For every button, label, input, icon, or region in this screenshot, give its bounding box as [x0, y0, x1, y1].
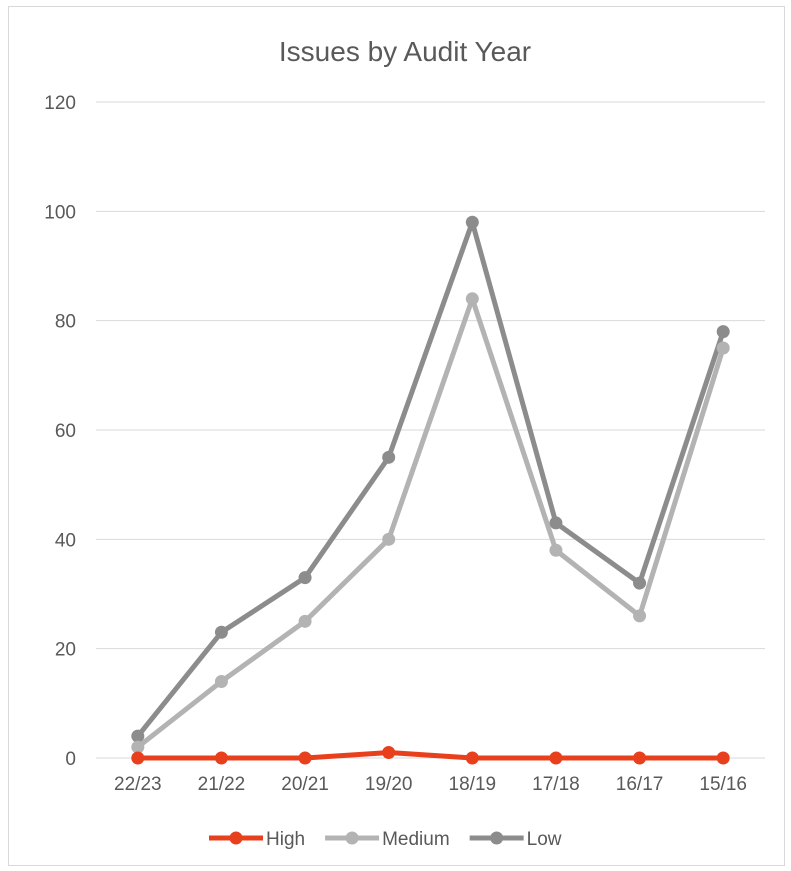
x-tick-label: 16/17 [616, 774, 664, 795]
y-tick-label: 80 [55, 312, 76, 333]
legend-marker [490, 831, 504, 845]
x-tick-label: 20/21 [281, 774, 329, 795]
series-high [131, 746, 730, 765]
data-point [716, 341, 730, 355]
y-tick-label: 40 [55, 530, 76, 551]
x-tick-label: 15/16 [699, 774, 747, 795]
x-tick-label: 18/19 [449, 774, 497, 795]
y-tick-label: 60 [55, 421, 76, 442]
data-point [633, 751, 647, 765]
data-point [549, 751, 563, 765]
data-point [131, 751, 145, 765]
data-point [214, 751, 228, 765]
data-point [633, 609, 647, 623]
data-point [214, 625, 228, 639]
legend-item-medium: Medium [325, 829, 450, 850]
data-point [214, 674, 228, 688]
data-point [716, 751, 730, 765]
x-tick-label: 21/22 [198, 774, 246, 795]
data-point [382, 450, 396, 464]
y-tick-label: 0 [65, 749, 76, 770]
y-tick-label: 120 [44, 93, 76, 114]
data-point [633, 576, 647, 590]
data-point [465, 215, 479, 229]
data-point [131, 740, 145, 754]
data-point [298, 614, 312, 628]
data-point [465, 292, 479, 306]
series-line [135, 219, 726, 739]
legend-marker [229, 831, 243, 845]
x-tick-label: 19/20 [365, 774, 413, 795]
legend-marker [345, 831, 359, 845]
data-point [298, 571, 312, 585]
series-line [135, 750, 726, 761]
legend-item-low: Low [469, 829, 562, 850]
data-point [716, 325, 730, 339]
x-tick-label: 17/18 [532, 774, 580, 795]
legend-label: Medium [382, 829, 450, 850]
data-point [382, 746, 396, 760]
data-point [549, 516, 563, 530]
data-point [131, 729, 145, 743]
data-point [465, 751, 479, 765]
y-tick-label: 20 [55, 640, 76, 661]
series-medium [131, 292, 730, 754]
x-tick-label: 22/23 [114, 774, 162, 795]
data-point [298, 751, 312, 765]
series-low [131, 215, 730, 743]
data-point [549, 543, 563, 557]
legend-label: High [266, 829, 305, 850]
chart-title: Issues by Audit Year [279, 36, 531, 67]
legend-item-high: High [209, 829, 305, 850]
y-tick-label: 100 [44, 202, 76, 223]
series-line [135, 296, 726, 750]
legend-label: Low [527, 829, 562, 850]
data-point [382, 532, 396, 546]
